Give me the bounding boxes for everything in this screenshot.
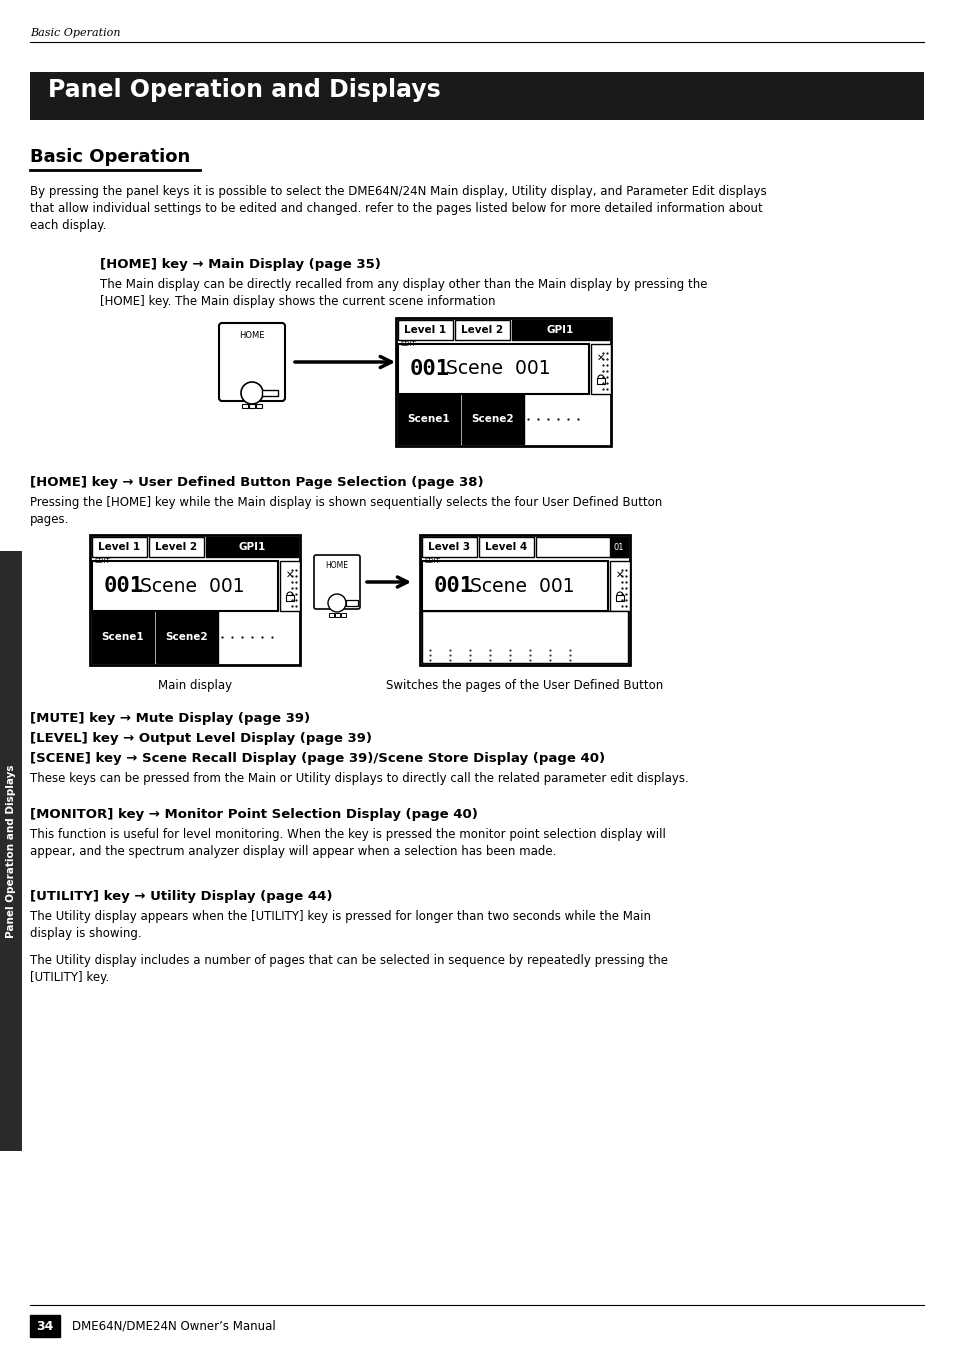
Bar <box>149 536 204 557</box>
Bar <box>395 317 610 446</box>
Text: Scene  001: Scene 001 <box>140 577 244 596</box>
Text: Level 4: Level 4 <box>484 542 527 553</box>
Bar <box>419 535 629 665</box>
Text: EDIT: EDIT <box>94 558 110 563</box>
Bar <box>609 536 627 557</box>
Bar <box>91 611 153 663</box>
Text: This function is useful for level monitoring. When the key is pressed the monito: This function is useful for level monito… <box>30 828 665 842</box>
Bar <box>590 345 610 394</box>
Text: [MUTE] key → Mute Display (page 39): [MUTE] key → Mute Display (page 39) <box>30 712 310 725</box>
Text: Basic Operation: Basic Operation <box>30 28 120 38</box>
Bar <box>280 561 299 611</box>
Bar <box>455 320 510 340</box>
Polygon shape <box>262 390 277 396</box>
Text: each display.: each display. <box>30 219 107 232</box>
Text: Scene  001: Scene 001 <box>470 577 574 596</box>
Text: 34: 34 <box>36 1320 53 1332</box>
Text: Level 1: Level 1 <box>403 326 446 335</box>
Text: [UTILITY] key → Utility Display (page 44): [UTILITY] key → Utility Display (page 44… <box>30 890 333 902</box>
Text: 001: 001 <box>104 576 144 596</box>
Text: Scene1: Scene1 <box>102 632 144 642</box>
Text: Level 2: Level 2 <box>154 542 197 553</box>
Text: [LEVEL] key → Output Level Display (page 39): [LEVEL] key → Output Level Display (page… <box>30 732 372 744</box>
Text: [MONITOR] key → Monitor Point Selection Display (page 40): [MONITOR] key → Monitor Point Selection … <box>30 808 477 821</box>
Text: EDIT: EDIT <box>399 340 416 347</box>
Text: [HOME] key → User Defined Button Page Selection (page 38): [HOME] key → User Defined Button Page Se… <box>30 476 483 489</box>
Circle shape <box>241 382 263 404</box>
Text: Switches the pages of the User Defined Button: Switches the pages of the User Defined B… <box>386 680 663 692</box>
Text: Panel Operation and Displays: Panel Operation and Displays <box>6 765 16 938</box>
Polygon shape <box>346 600 357 607</box>
Bar <box>597 378 604 384</box>
Text: The Main display can be directly recalled from any display other than the Main d: The Main display can be directly recalle… <box>100 278 707 290</box>
FancyBboxPatch shape <box>314 555 359 609</box>
Polygon shape <box>340 613 346 617</box>
Text: DME64N/DME24N Owner’s Manual: DME64N/DME24N Owner’s Manual <box>71 1320 275 1332</box>
Bar <box>609 561 629 611</box>
Text: EDIT: EDIT <box>423 558 439 563</box>
Bar <box>0 551 22 1151</box>
Bar <box>91 561 277 611</box>
Polygon shape <box>255 404 262 408</box>
Text: Basic Operation: Basic Operation <box>30 149 190 166</box>
Bar <box>206 536 297 557</box>
Text: ✕: ✕ <box>286 570 294 580</box>
Text: Scene2: Scene2 <box>471 413 514 424</box>
Polygon shape <box>335 613 339 617</box>
Text: ✕: ✕ <box>616 570 623 580</box>
Text: Scene2: Scene2 <box>166 632 208 642</box>
Text: The Utility display includes a number of pages that can be selected in sequence : The Utility display includes a number of… <box>30 954 667 967</box>
Bar <box>286 594 294 601</box>
Text: 01: 01 <box>613 543 623 551</box>
Bar <box>461 394 523 444</box>
Text: By pressing the panel keys it is possible to select the DME64N/24N Main display,: By pressing the panel keys it is possibl… <box>30 185 766 199</box>
Text: display is showing.: display is showing. <box>30 927 141 940</box>
Bar <box>421 561 607 611</box>
Bar <box>91 536 147 557</box>
Text: Scene1: Scene1 <box>407 413 450 424</box>
Text: HOME: HOME <box>239 331 265 340</box>
Bar <box>478 536 534 557</box>
Text: Level 1: Level 1 <box>98 542 140 553</box>
Text: [HOME] key. The Main display shows the current scene information: [HOME] key. The Main display shows the c… <box>100 295 495 308</box>
Text: Panel Operation and Displays: Panel Operation and Displays <box>48 78 440 101</box>
Text: GPI1: GPI1 <box>238 542 265 553</box>
Bar <box>156 611 218 663</box>
Bar <box>421 536 476 557</box>
Bar <box>397 394 459 444</box>
Text: Pressing the [HOME] key while the Main display is shown sequentially selects the: Pressing the [HOME] key while the Main d… <box>30 496 661 509</box>
Polygon shape <box>249 404 254 408</box>
Text: Level 2: Level 2 <box>460 326 502 335</box>
Text: Main display: Main display <box>158 680 232 692</box>
Text: HOME: HOME <box>325 561 348 570</box>
Text: 001: 001 <box>410 359 450 380</box>
Bar <box>30 1315 60 1337</box>
FancyBboxPatch shape <box>219 323 285 401</box>
Text: GPI1: GPI1 <box>546 326 574 335</box>
Bar <box>512 320 608 340</box>
Circle shape <box>328 594 346 612</box>
Bar <box>536 536 627 557</box>
Bar <box>616 594 623 601</box>
Text: ✕: ✕ <box>597 353 604 363</box>
Bar <box>30 72 923 120</box>
Text: Scene  001: Scene 001 <box>446 359 550 378</box>
Text: pages.: pages. <box>30 513 70 526</box>
Polygon shape <box>329 613 334 617</box>
Polygon shape <box>242 404 248 408</box>
Text: These keys can be pressed from the Main or Utility displays to directly call the: These keys can be pressed from the Main … <box>30 771 688 785</box>
Bar <box>421 611 627 663</box>
Bar <box>90 535 299 665</box>
Bar <box>397 320 453 340</box>
Text: that allow individual settings to be edited and changed. refer to the pages list: that allow individual settings to be edi… <box>30 203 762 215</box>
Text: 001: 001 <box>434 576 474 596</box>
Text: [UTILITY] key.: [UTILITY] key. <box>30 971 110 984</box>
Bar <box>397 345 588 394</box>
Text: Level 3: Level 3 <box>428 542 470 553</box>
Text: The Utility display appears when the [UTILITY] key is pressed for longer than tw: The Utility display appears when the [UT… <box>30 911 650 923</box>
Text: [HOME] key → Main Display (page 35): [HOME] key → Main Display (page 35) <box>100 258 380 272</box>
Text: appear, and the spectrum analyzer display will appear when a selection has been : appear, and the spectrum analyzer displa… <box>30 844 556 858</box>
Text: [SCENE] key → Scene Recall Display (page 39)/Scene Store Display (page 40): [SCENE] key → Scene Recall Display (page… <box>30 753 604 765</box>
